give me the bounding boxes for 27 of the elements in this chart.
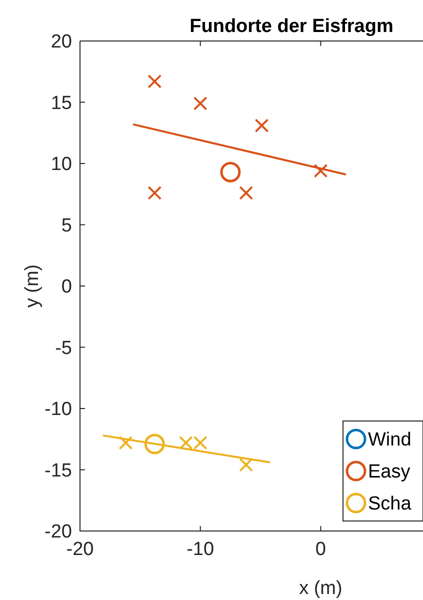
point	[118, 436, 133, 450]
y-tick-label: 0	[61, 276, 72, 298]
chart-title: Fundorte der Eisfragm	[190, 16, 394, 37]
x-tick-label: -10	[186, 539, 214, 560]
y-tick-label: -20	[44, 522, 72, 543]
point	[314, 164, 328, 178]
legend-label: Wind	[368, 430, 412, 451]
point	[239, 186, 254, 200]
y-tick-label: 20	[50, 32, 72, 53]
x-axis-title: x (m)	[299, 578, 342, 599]
legend-label: Scha	[368, 494, 412, 515]
y-tick-label: 10	[50, 154, 72, 176]
point	[254, 118, 269, 133]
point	[220, 162, 241, 182]
point	[144, 434, 165, 454]
point	[148, 186, 162, 200]
y-axis-title: y (m)	[22, 264, 43, 308]
x-tick-label: 0	[315, 539, 326, 560]
y-tick-label: -5	[55, 338, 72, 359]
point	[148, 74, 162, 88]
y-tick-label: 15	[50, 92, 72, 114]
y-tick-label: -10	[44, 399, 72, 420]
legend-label: Easy	[368, 462, 411, 483]
point	[239, 458, 254, 472]
point	[193, 96, 208, 110]
y-tick-label: -15	[44, 460, 72, 482]
y-tick-label: 5	[61, 215, 72, 236]
